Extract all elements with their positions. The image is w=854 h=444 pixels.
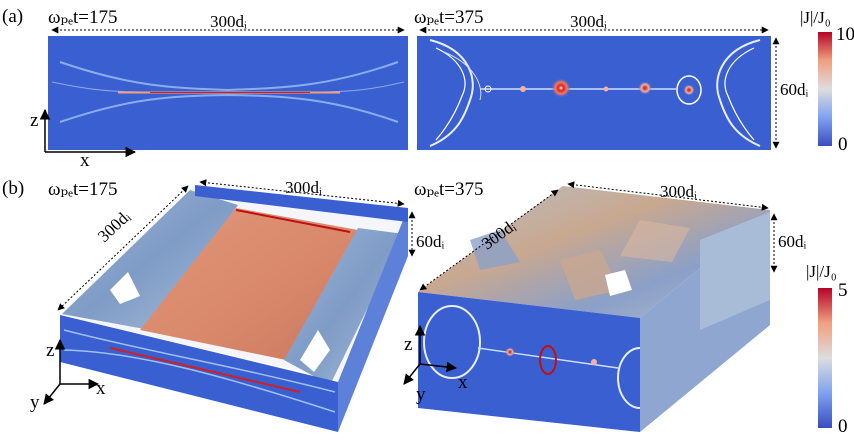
panel-b-right-x-label: x bbox=[458, 372, 468, 393]
colorbar-a-max: 10 bbox=[836, 24, 854, 45]
panel-a-label: (a) bbox=[2, 6, 24, 27]
panel-b-right-width-arrow bbox=[567, 181, 769, 211]
colorbar-a-title: |J|/J₀ bbox=[800, 8, 831, 27]
colorbar-b-min: 0 bbox=[838, 416, 848, 437]
panel-b-left-width-label: 300dᵢ bbox=[285, 178, 322, 197]
panel-b-left-z-label: z bbox=[46, 340, 55, 361]
colorbar-a-min: 0 bbox=[838, 134, 848, 155]
panel-b-right-box bbox=[418, 186, 770, 432]
panel-b-left-axes bbox=[43, 338, 100, 405]
panel-a-left-width-label: 300dᵢ bbox=[210, 12, 247, 31]
panel-a-z-label: z bbox=[30, 110, 39, 131]
panel-b-right-height-label: 60dᵢ bbox=[778, 232, 807, 251]
panel-b-right-time: ωₚₑt=375 bbox=[414, 179, 484, 200]
panel-a-left-image bbox=[48, 36, 408, 150]
panel-a-x-label: x bbox=[80, 150, 90, 171]
colorbar-a bbox=[818, 32, 832, 146]
colorbar-b-max: 5 bbox=[838, 280, 848, 301]
panel-b-right-width-label: 300dᵢ bbox=[660, 182, 697, 201]
panel-a-right-image bbox=[417, 36, 771, 150]
panel-a-height-label: 60dᵢ bbox=[780, 80, 809, 99]
panel-b-right-axes bbox=[403, 324, 458, 385]
panel-b-right-depth-arrow bbox=[419, 189, 559, 291]
colorbar-b-title: |J|/J₀ bbox=[806, 262, 837, 281]
panel-b-left-time: ωₚₑt=175 bbox=[48, 179, 118, 200]
panel-b-left-x-label: x bbox=[96, 378, 106, 399]
panel-b-left-depth-arrow bbox=[57, 185, 189, 311]
panel-b-label: (b) bbox=[2, 178, 25, 199]
panel-a-right-time: ωₚₑt=375 bbox=[414, 7, 484, 28]
panel-b-left-height-label: 60dᵢ bbox=[416, 232, 445, 251]
panel-b-right-z-label: z bbox=[404, 334, 413, 355]
panel-b-right-y-label: y bbox=[416, 384, 426, 405]
panel-a-right-width-label: 300dᵢ bbox=[570, 12, 607, 31]
panel-a-left-time: ωₚₑt=175 bbox=[48, 7, 118, 28]
panel-b-left-y-label: y bbox=[30, 392, 40, 413]
colorbar-b bbox=[818, 288, 832, 428]
